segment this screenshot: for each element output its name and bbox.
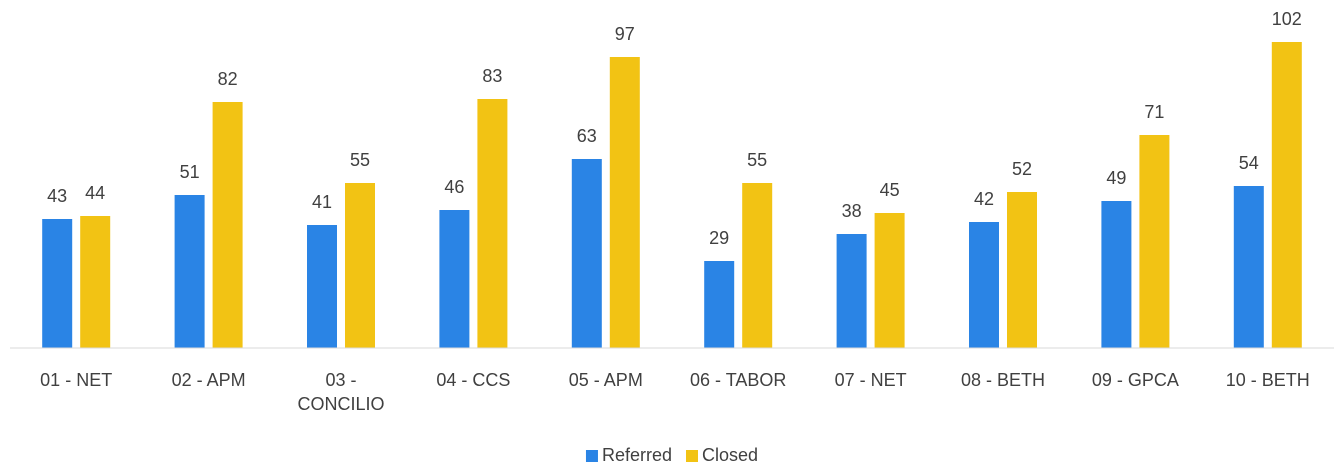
data-label: 71 xyxy=(1144,102,1164,122)
bar xyxy=(307,225,337,348)
bar xyxy=(704,261,735,348)
x-tick-label: 04 - CCS xyxy=(436,370,511,390)
x-tick-label: 07 - NET xyxy=(834,370,907,390)
bar xyxy=(609,57,640,348)
bar xyxy=(742,183,773,348)
x-tick-label: 06 - TABOR xyxy=(690,370,787,390)
bar xyxy=(571,159,602,348)
legend-label: Closed xyxy=(702,445,758,465)
data-label: 38 xyxy=(842,201,862,221)
bar xyxy=(174,195,205,348)
x-tick-label: 08 - BETH xyxy=(960,370,1046,390)
data-label: 44 xyxy=(85,183,105,203)
bar xyxy=(42,219,73,348)
data-label: 83 xyxy=(482,66,502,86)
data-label: 63 xyxy=(577,126,597,146)
data-label: 45 xyxy=(880,180,900,200)
bar xyxy=(1233,186,1264,348)
bar xyxy=(345,183,375,348)
bar xyxy=(439,210,470,348)
bar xyxy=(1101,201,1132,348)
x-tick-label: 05 - APM xyxy=(568,370,643,390)
x-tick-label: 03 - CONCILIO xyxy=(297,370,385,414)
x-tick-label: 09 - GPCA xyxy=(1091,370,1179,390)
data-label: 52 xyxy=(1012,159,1032,179)
data-label: 49 xyxy=(1106,168,1126,188)
x-tick-label: 01 - NET xyxy=(40,370,113,390)
data-label: 54 xyxy=(1239,153,1259,173)
bar xyxy=(212,102,243,348)
data-label: 55 xyxy=(350,150,370,170)
bar xyxy=(477,99,508,348)
data-label: 29 xyxy=(709,228,729,248)
data-label: 41 xyxy=(312,192,332,212)
data-label: 46 xyxy=(444,177,464,197)
data-label: 43 xyxy=(47,186,67,206)
bar xyxy=(1271,42,1302,348)
data-label: 55 xyxy=(747,150,767,170)
bar xyxy=(874,213,905,348)
legend-label: Referred xyxy=(602,445,672,465)
bar xyxy=(1139,135,1170,348)
data-label: 82 xyxy=(218,69,238,89)
bar xyxy=(969,222,999,348)
bar xyxy=(836,234,867,348)
legend-swatch xyxy=(585,450,598,462)
x-tick-label: 02 - APM xyxy=(171,370,246,390)
data-label: 42 xyxy=(974,189,994,209)
bar xyxy=(80,216,111,348)
data-label: 97 xyxy=(615,24,635,44)
data-label: 102 xyxy=(1272,9,1302,29)
data-label: 51 xyxy=(180,162,200,182)
x-tick-label: 10 - BETH xyxy=(1225,370,1310,390)
bar xyxy=(1007,192,1037,348)
legend-swatch xyxy=(686,450,698,462)
